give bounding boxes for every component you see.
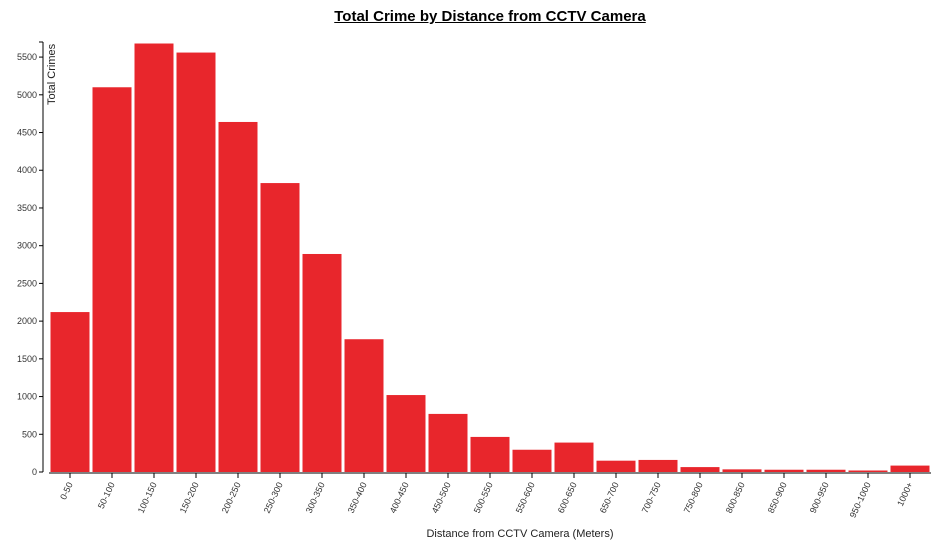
bar-550-600 bbox=[512, 449, 552, 472]
y-tick-label: 3500 bbox=[17, 203, 37, 213]
bar-150-200 bbox=[176, 52, 216, 473]
y-tick-label: 2000 bbox=[17, 316, 37, 326]
bar-400-450 bbox=[386, 395, 426, 472]
y-tick-label: 0 bbox=[32, 467, 37, 477]
bar-700-750 bbox=[638, 459, 678, 472]
x-tick-label: 50-100 bbox=[96, 481, 117, 511]
y-tick-label: 3000 bbox=[17, 241, 37, 251]
x-tick-label: 350-400 bbox=[346, 481, 369, 515]
x-tick-label: 500-550 bbox=[472, 481, 495, 515]
y-tick-label: 1000 bbox=[17, 392, 37, 402]
y-tick-label: 500 bbox=[22, 429, 37, 439]
x-tick-label: 900-950 bbox=[808, 481, 831, 515]
y-axis-title: Total Crimes bbox=[46, 43, 58, 105]
x-tick-label: 550-600 bbox=[514, 481, 537, 515]
x-tick-label: 0-50 bbox=[58, 481, 75, 502]
y-tick-label: 5500 bbox=[17, 52, 37, 62]
bar-900-950 bbox=[806, 469, 846, 472]
bar-800-850 bbox=[722, 469, 762, 472]
bar-50-100 bbox=[92, 87, 132, 473]
y-tick-label: 4000 bbox=[17, 165, 37, 175]
bar-1000+ bbox=[890, 465, 930, 472]
y-axis: 0 500 1000 1500 2000 2500 3000 3500 4000 4500 5000… bbox=[17, 41, 44, 477]
bar-0-50 bbox=[50, 312, 90, 472]
x-tick-label: 700-750 bbox=[640, 481, 663, 515]
x-tick-label: 850-900 bbox=[766, 481, 789, 515]
bar-300-350 bbox=[302, 253, 342, 472]
y-tick-label: 4500 bbox=[17, 128, 37, 138]
bar-450-500 bbox=[428, 413, 468, 472]
x-axis-title: Distance from CCTV Camera (Meters) bbox=[426, 528, 613, 540]
bar-600-650 bbox=[554, 442, 594, 472]
x-tick-label: 250-300 bbox=[262, 481, 285, 515]
x-tick-label: 100-150 bbox=[136, 481, 159, 515]
bar-650-700 bbox=[596, 460, 636, 472]
x-tick-label: 600-650 bbox=[556, 481, 579, 515]
chart-title: Total Crime by Distance from CCTV Camera bbox=[334, 8, 646, 25]
x-axis: 0-50 50-100 100-150 150-200 200-250 250-300 30… bbox=[49, 472, 931, 520]
x-tick-label: 750-800 bbox=[682, 481, 705, 515]
x-tick-label: 1000+ bbox=[895, 481, 915, 508]
bar-750-800 bbox=[680, 467, 720, 472]
bar-950-1000 bbox=[848, 470, 888, 472]
y-tick-label: 1500 bbox=[17, 354, 37, 364]
x-tick-label: 450-500 bbox=[430, 481, 453, 515]
bar-250-300 bbox=[260, 183, 300, 472]
x-tick-label: 950-1000 bbox=[848, 481, 873, 520]
x-tick-label: 300-350 bbox=[304, 481, 327, 515]
x-tick-label: 150-200 bbox=[178, 481, 201, 515]
bar-850-900 bbox=[764, 469, 804, 472]
y-tick-label: 2500 bbox=[17, 278, 37, 288]
x-tick-label: 800-850 bbox=[724, 481, 747, 515]
x-tick-label: 650-700 bbox=[598, 481, 621, 515]
y-tick-label: 5000 bbox=[17, 90, 37, 100]
x-tick-label: 200-250 bbox=[220, 481, 243, 515]
bars-group bbox=[50, 43, 930, 473]
bar-100-150 bbox=[134, 43, 174, 472]
bar-350-400 bbox=[344, 339, 384, 472]
bar-500-550 bbox=[470, 436, 510, 472]
x-tick-label: 400-450 bbox=[388, 481, 411, 515]
bar-200-250 bbox=[218, 121, 258, 473]
